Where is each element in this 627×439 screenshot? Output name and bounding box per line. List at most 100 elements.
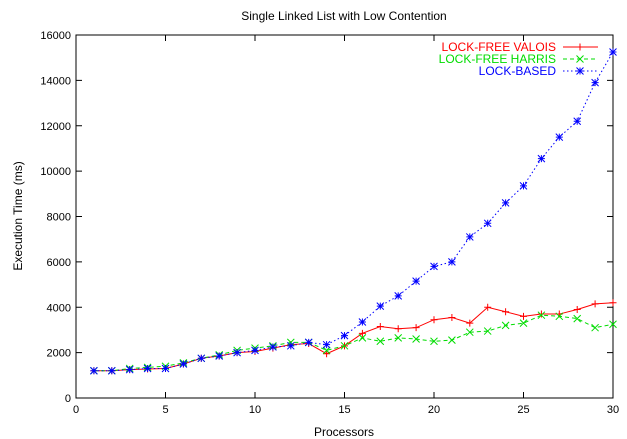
data-point [251, 346, 259, 355]
y-tick-label: 0 [65, 393, 71, 405]
data-point [591, 323, 599, 332]
data-point [233, 348, 241, 357]
x-tick-label: 0 [73, 404, 79, 416]
data-point [394, 334, 403, 342]
data-point [358, 318, 367, 326]
data-point [573, 314, 582, 323]
data-point [269, 343, 277, 351]
y-tick-label: 2000 [47, 348, 71, 360]
data-point [609, 48, 617, 56]
data-point [609, 299, 617, 307]
data-point [520, 312, 527, 320]
data-point [430, 262, 438, 271]
data-point [537, 154, 546, 163]
data-point [376, 302, 385, 310]
data-point [448, 336, 456, 345]
y-tick-label: 16000 [40, 30, 71, 42]
data-point [448, 313, 456, 321]
data-point [340, 331, 349, 340]
data-point [215, 352, 224, 360]
data-point [576, 55, 584, 63]
data-point [465, 328, 474, 337]
data-point [501, 199, 510, 207]
data-point [537, 310, 545, 318]
chart-title: Single Linked List with Low Contention [241, 9, 446, 23]
data-point [322, 346, 331, 355]
data-point [107, 366, 116, 375]
series-line [93, 51, 614, 372]
series-line [93, 302, 614, 372]
legend-label: LOCK-FREE VALOIS [442, 40, 556, 54]
data-point [502, 308, 510, 316]
data-point [537, 311, 546, 320]
y-tick-label: 12000 [40, 121, 71, 133]
data-point [394, 325, 402, 333]
series-lock-free-valois [90, 299, 617, 375]
data-point [484, 303, 492, 311]
data-point [323, 350, 331, 358]
x-tick-label: 5 [162, 404, 168, 416]
legend-label: LOCK-FREE HARRIS [439, 52, 556, 66]
data-point [448, 258, 456, 266]
data-point [555, 133, 564, 141]
y-tick-label: 8000 [47, 212, 71, 224]
data-point [179, 360, 188, 368]
data-point [555, 312, 564, 321]
data-point [412, 324, 420, 332]
data-point [519, 182, 528, 190]
data-point [304, 338, 313, 347]
data-point [197, 354, 206, 363]
y-tick-label: 6000 [47, 257, 71, 269]
data-point [576, 67, 584, 75]
data-point [591, 78, 599, 87]
legend-label: LOCK-BASED [479, 64, 557, 78]
data-point [143, 364, 152, 373]
data-point [161, 364, 170, 373]
data-point [90, 366, 98, 375]
series-lock-based [90, 48, 617, 375]
x-tick-label: 30 [607, 404, 619, 416]
data-point [376, 323, 384, 331]
axis-ticks: 0 5 10 15 20 25 30 0 2000 4000 6000 8000 10000 12000 1… [40, 30, 619, 416]
y-axis-title: Execution Time (ms) [11, 161, 25, 270]
data-point [358, 334, 367, 342]
legend-item: LOCK-FREE VALOIS [442, 40, 598, 54]
y-tick-label: 4000 [47, 302, 71, 314]
legend-item: LOCK-BASED [479, 64, 598, 78]
data-point [322, 340, 331, 349]
data-point [286, 341, 295, 350]
data-point [519, 319, 528, 327]
data-point [358, 329, 366, 337]
data-point [465, 233, 474, 241]
data-point [483, 327, 492, 335]
data-point [483, 219, 492, 228]
data-point [501, 321, 510, 330]
data-point [376, 337, 385, 346]
data-point [591, 300, 599, 308]
series-line [93, 314, 614, 372]
data-point [430, 316, 438, 324]
x-tick-label: 25 [517, 404, 529, 416]
data-point [340, 341, 349, 350]
x-tick-label: 10 [249, 404, 261, 416]
data-point [412, 335, 420, 343]
y-tick-label: 14000 [40, 75, 71, 87]
data-point [609, 320, 617, 329]
data-point [573, 117, 582, 126]
data-point [412, 277, 420, 286]
data-point [430, 337, 438, 346]
data-point [125, 365, 134, 374]
legend-item: LOCK-FREE HARRIS [439, 52, 598, 66]
data-point [394, 292, 403, 300]
x-axis-title: Processors [314, 425, 374, 439]
data-point [576, 43, 584, 51]
y-tick-label: 10000 [40, 166, 71, 178]
data-point [573, 306, 581, 314]
x-tick-label: 15 [338, 404, 350, 416]
x-tick-label: 20 [428, 404, 440, 416]
data-point [466, 319, 474, 327]
series-layer [90, 48, 617, 375]
series-lock-free-harris [90, 311, 617, 375]
